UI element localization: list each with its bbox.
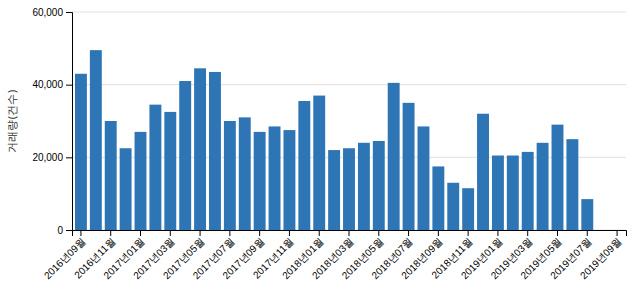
x-tick-mark — [468, 230, 469, 236]
bar — [105, 121, 117, 230]
y-tick-label: 0 — [57, 225, 63, 236]
x-tick-mark — [438, 230, 439, 236]
bar — [581, 199, 593, 230]
x-tick-mark — [80, 230, 81, 236]
x-tick-mark — [408, 230, 409, 236]
y-tick-mark — [66, 85, 72, 86]
y-tick-mark — [66, 12, 72, 13]
bar — [522, 152, 534, 230]
x-tick-mark — [349, 230, 350, 236]
bar — [209, 72, 221, 230]
bar — [537, 143, 549, 230]
x-tick-mark — [319, 230, 320, 236]
bars — [75, 50, 593, 230]
y-tick-label: 20,000 — [32, 152, 63, 163]
bar — [403, 103, 415, 230]
grid — [72, 12, 626, 230]
bar — [120, 148, 132, 230]
bar — [179, 81, 191, 230]
y-tick-mark — [66, 157, 72, 158]
bar — [283, 130, 295, 230]
bar — [298, 101, 310, 230]
grid-line — [72, 84, 626, 85]
y-tick-mark — [66, 230, 72, 231]
bar — [507, 156, 519, 230]
y-axis-line — [66, 13, 73, 231]
grid-line — [72, 12, 626, 13]
bar — [239, 117, 251, 230]
bar — [313, 96, 325, 230]
x-tick-label: 2019년09월 — [578, 236, 624, 282]
y-axis-title: 거래량(건수) — [6, 89, 19, 153]
bar — [462, 188, 474, 230]
plot-area: 2016년09월2016년11월2017년01월2017년03월2017년05월… — [6, 7, 627, 281]
x-tick-mark — [527, 230, 528, 236]
x-axis: 2016년09월2016년11월2017년01월2017년03월2017년05월… — [42, 230, 627, 281]
bar — [373, 141, 385, 230]
x-tick-mark — [259, 230, 260, 236]
x-axis-line — [73, 231, 627, 237]
bar — [135, 132, 147, 230]
bar — [492, 156, 504, 230]
x-tick-mark — [200, 230, 201, 236]
bar — [611, 230, 623, 231]
x-tick-mark — [378, 230, 379, 236]
bar — [90, 50, 102, 230]
bar — [358, 143, 370, 230]
x-tick-mark — [289, 230, 290, 236]
bar — [432, 166, 444, 230]
bar — [269, 126, 281, 230]
y-tick: 20,000 — [32, 152, 72, 163]
y-tick: 60,000 — [32, 7, 72, 18]
y-axis: 0 20,000 40,000 60,000 — [32, 7, 72, 236]
x-tick-mark — [617, 230, 618, 236]
x-tick-mark — [557, 230, 558, 236]
bar — [194, 68, 206, 230]
bar — [149, 105, 161, 230]
bar — [596, 230, 608, 231]
y-tick: 40,000 — [32, 79, 72, 90]
bar — [328, 150, 340, 230]
chart-svg: 2016년09월2016년11월2017년01월2017년03월2017년05월… — [0, 0, 640, 294]
bar — [254, 132, 266, 230]
x-tick-mark — [587, 230, 588, 236]
bar — [418, 126, 430, 230]
y-tick: 0 — [57, 225, 72, 236]
bar — [566, 139, 578, 230]
bar — [552, 125, 564, 230]
bar — [343, 148, 355, 230]
x-tick-mark — [170, 230, 171, 236]
bar — [477, 114, 489, 230]
bar — [447, 183, 459, 230]
bar — [388, 83, 400, 230]
x-tick-mark — [140, 230, 141, 236]
x-tick: 2019년09월 — [578, 230, 624, 281]
x-tick-mark — [110, 230, 111, 236]
bar — [164, 112, 176, 230]
bar — [75, 74, 87, 230]
y-tick-label: 60,000 — [32, 7, 63, 18]
x-tick-mark — [229, 230, 230, 236]
bar — [224, 121, 236, 230]
x-tick-mark — [497, 230, 498, 236]
y-tick-label: 40,000 — [32, 79, 63, 90]
